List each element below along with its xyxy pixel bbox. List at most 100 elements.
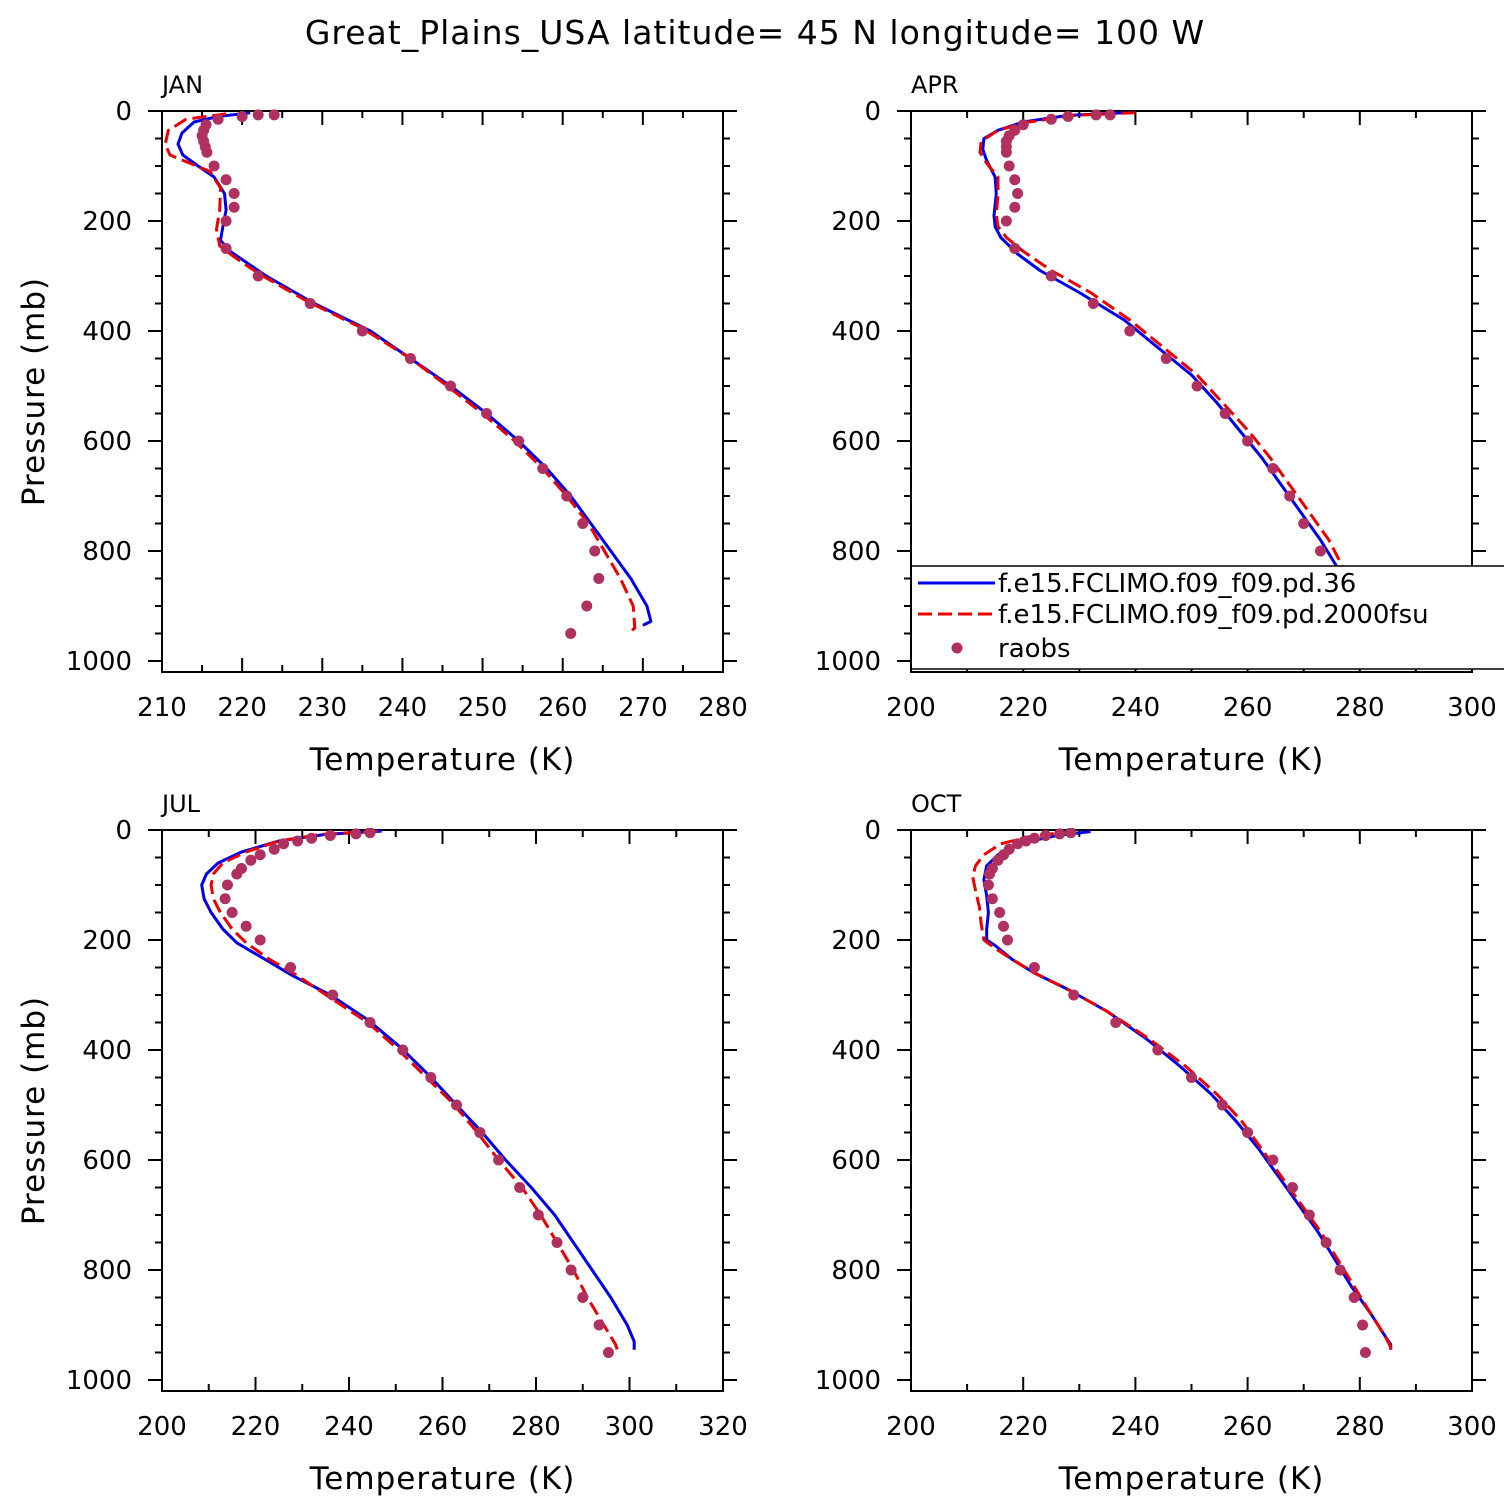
x-tick-label: 300: [1447, 1412, 1497, 1442]
raobs-point: [1298, 518, 1310, 529]
raobs-point: [252, 270, 264, 282]
y-tick-label: 1000: [815, 647, 881, 677]
y-axis-label: Pressure (mb): [16, 996, 52, 1225]
raobs-point: [1062, 111, 1074, 122]
plot-frame: [161, 829, 724, 1392]
x-tick-label: 230: [297, 693, 347, 723]
y-tick-label: 200: [82, 926, 132, 956]
y-tick-label: 800: [82, 537, 132, 567]
legend-label: raobs: [998, 634, 1071, 664]
raobs-point: [1001, 934, 1013, 946]
legend-marker-raobs: [951, 642, 963, 654]
raobs-point: [1267, 463, 1279, 474]
x-tick-label: 240: [1111, 693, 1161, 723]
raobs-point: [1160, 353, 1172, 364]
raobs-point: [1028, 832, 1040, 844]
raobs-point: [356, 325, 368, 337]
y-tick-label: 1000: [815, 1366, 881, 1396]
x-tick-label: 240: [378, 693, 428, 723]
raobs-point: [254, 934, 266, 946]
raobs-point: [1334, 1264, 1346, 1276]
raobs-point: [1000, 215, 1012, 227]
raobs-point: [226, 907, 238, 918]
raobs-point: [350, 828, 362, 840]
x-axis-label: Temperature (K): [1058, 1461, 1325, 1497]
x-tick-label: 320: [698, 1412, 748, 1442]
raobs-point: [994, 907, 1006, 918]
x-tick-label: 260: [1223, 693, 1273, 723]
x-tick-label: 280: [511, 1412, 561, 1442]
y-tick-label: 400: [82, 1036, 132, 1066]
raobs-point: [1104, 109, 1116, 121]
raobs-point: [364, 828, 376, 839]
panels: JAN 210 220 230 240 250 260 270 280 0 200 400 600 800…: [16, 71, 1504, 1497]
raobs-point: [236, 111, 248, 122]
panel-label-jul: JUL: [160, 790, 201, 818]
model-36-line: [981, 111, 1381, 632]
x-tick-label: 250: [458, 693, 508, 723]
raobs-point: [425, 1072, 437, 1083]
model-2000fsu-line: [978, 111, 1378, 632]
raobs-point: [240, 920, 252, 932]
raobs-point: [532, 1209, 544, 1221]
x-tick-label: 300: [605, 1412, 655, 1442]
y-axis-label: Pressure (mb): [16, 277, 52, 506]
raobs-point: [221, 879, 233, 891]
raobs-point: [220, 243, 232, 254]
y-tick-label: 0: [115, 816, 132, 846]
raobs-point: [327, 989, 339, 1001]
x-tick-label: 280: [1335, 1412, 1385, 1442]
x-tick-label: 260: [538, 693, 588, 723]
raobs-point: [537, 463, 549, 474]
x-tick-label: 300: [1447, 693, 1497, 723]
x-tick-label: 240: [324, 1412, 374, 1442]
raobs-point: [220, 215, 232, 227]
model-36-line: [176, 111, 653, 627]
raobs-point: [324, 830, 336, 841]
raobs-point: [451, 1099, 463, 1111]
raobs-point: [1068, 989, 1080, 1001]
raobs-point: [589, 545, 601, 557]
x-tick-label: 260: [418, 1412, 468, 1442]
raobs-point: [1009, 201, 1021, 213]
y-tick-label: 800: [82, 1256, 132, 1286]
raobs-point: [493, 1154, 505, 1166]
raobs-point: [292, 835, 304, 847]
raobs-point: [514, 1182, 526, 1193]
raobs-point: [481, 408, 493, 419]
raobs-point: [1028, 962, 1040, 973]
raobs-point: [304, 298, 316, 309]
data-area: [978, 109, 1381, 639]
panel-label-oct: OCT: [911, 790, 962, 818]
raobs-point: [984, 868, 996, 880]
raobs-point: [1320, 1237, 1332, 1248]
raobs-point: [581, 600, 593, 612]
y-tick-label: 0: [864, 816, 881, 846]
raobs-point: [1045, 113, 1057, 125]
raobs-point: [1012, 838, 1024, 850]
raobs-point: [252, 109, 264, 121]
y-tick-label: 400: [82, 317, 132, 347]
legend: f.e15.FCLIMO.f09_f09.pd.36f.e15.FCLIMO.f…: [912, 565, 1504, 670]
raobs-point: [1191, 380, 1203, 392]
raobs-point: [254, 849, 266, 861]
x-axis-label: Temperature (K): [309, 742, 576, 778]
raobs-point: [1267, 1154, 1279, 1166]
y-tick-label: 800: [831, 537, 881, 567]
raobs-point: [219, 893, 231, 905]
x-axis-label: Temperature (K): [1058, 742, 1325, 778]
raobs-point: [513, 435, 525, 447]
legend-label: f.e15.FCLIMO.f09_f09.pd.36: [998, 569, 1356, 599]
model-36-line: [982, 830, 1393, 1350]
raobs-point: [1054, 828, 1066, 840]
y-tick-label: 400: [831, 317, 881, 347]
model-2000fsu-line: [971, 830, 1393, 1352]
data-area: [163, 109, 653, 639]
raobs-point: [982, 879, 994, 891]
raobs-point: [1242, 435, 1254, 447]
raobs-point: [1303, 1209, 1315, 1221]
raobs-point: [986, 893, 998, 905]
raobs-point: [1065, 828, 1077, 839]
y-tick-label: 1000: [66, 647, 132, 677]
